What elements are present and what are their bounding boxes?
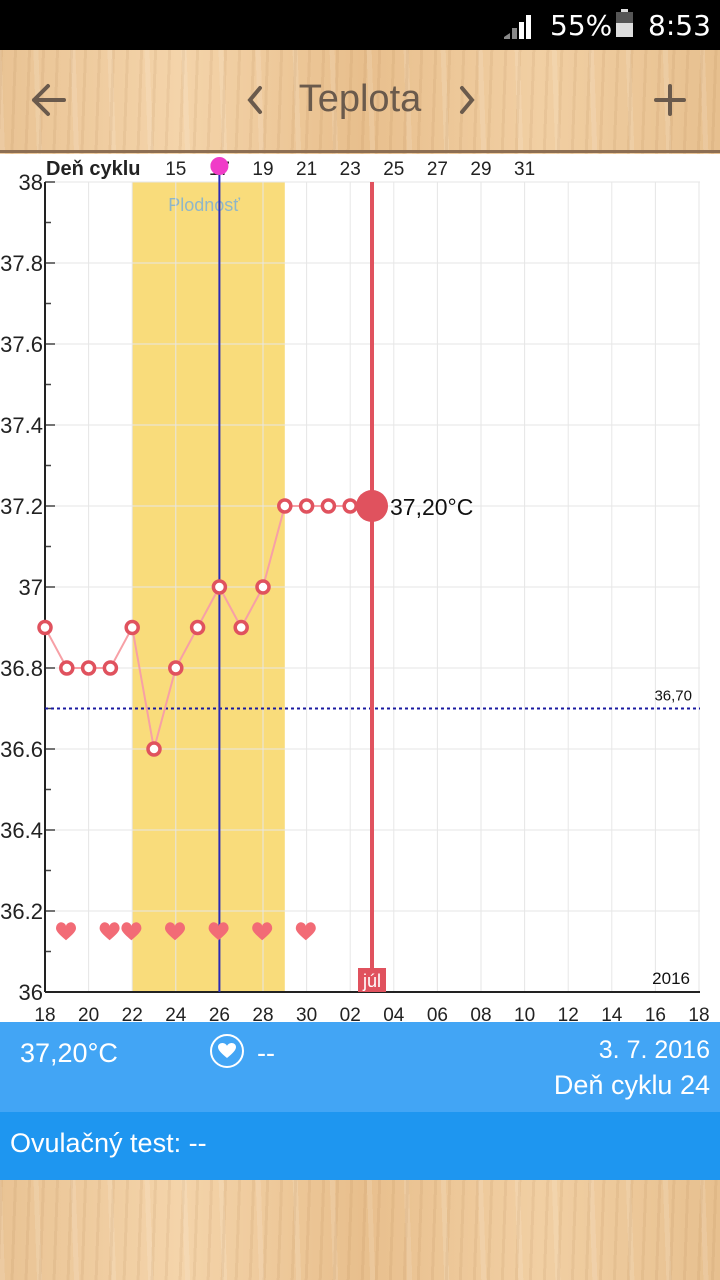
selected-date: 3. 7. 2016 bbox=[598, 1036, 710, 1064]
y-tick-label: 37.2 bbox=[0, 494, 43, 519]
x-tick-label: 02 bbox=[340, 1005, 361, 1022]
year-label: 2016 bbox=[652, 969, 690, 988]
data-point bbox=[320, 498, 337, 514]
y-tick-label: 38 bbox=[19, 170, 43, 195]
ovulation-marker bbox=[210, 157, 229, 175]
cycle-tick-label: 15 bbox=[165, 159, 186, 180]
heart-icon bbox=[218, 1043, 236, 1058]
cycle-tick-label: 23 bbox=[340, 159, 361, 180]
x-tick-label: 14 bbox=[601, 1005, 623, 1022]
month-label-box bbox=[358, 968, 386, 992]
x-tick-label: 16 bbox=[645, 1005, 666, 1022]
y-tick-label: 37.6 bbox=[0, 332, 43, 357]
x-tick-label: 20 bbox=[78, 1005, 99, 1022]
cycle-tick-label: 19 bbox=[252, 159, 273, 180]
intercourse-heart bbox=[165, 922, 185, 941]
y-tick-label: 37.4 bbox=[0, 413, 43, 438]
next-chevron-icon[interactable] bbox=[452, 82, 482, 118]
cycle-tick-label: 29 bbox=[470, 159, 491, 180]
intercourse-heart bbox=[295, 922, 316, 941]
intercourse-heart bbox=[121, 922, 142, 941]
x-tick-label: 30 bbox=[296, 1005, 317, 1022]
app-bar: Teplota bbox=[0, 50, 720, 154]
cycle-tick-label: 21 bbox=[296, 159, 317, 180]
selected-temperature: 37,20°C bbox=[20, 1038, 118, 1068]
data-point bbox=[146, 741, 162, 757]
data-point bbox=[102, 660, 119, 676]
app-bar-divider bbox=[0, 150, 720, 153]
signal-icon bbox=[504, 15, 531, 39]
x-tick-label: 26 bbox=[209, 1005, 230, 1022]
selected-data-point bbox=[356, 490, 388, 522]
fertility-label: Plodnosť bbox=[168, 195, 240, 215]
selected-value-label: 37,20°C bbox=[390, 494, 473, 520]
x-tick-label: 28 bbox=[252, 1005, 273, 1022]
temperature-line bbox=[44, 505, 372, 750]
x-tick-label: 18 bbox=[34, 1005, 55, 1022]
previous-chevron-icon[interactable] bbox=[240, 82, 270, 118]
y-tick-label: 36.6 bbox=[0, 737, 43, 762]
data-point bbox=[277, 498, 293, 514]
x-tick-label: 18 bbox=[688, 1005, 709, 1022]
data-point bbox=[168, 660, 184, 676]
battery-icon bbox=[616, 9, 633, 37]
y-tick-label: 36.8 bbox=[0, 656, 43, 681]
y-tick-label: 36.2 bbox=[0, 899, 43, 924]
add-icon[interactable] bbox=[646, 74, 694, 126]
cycle-tick-label: 31 bbox=[514, 159, 535, 180]
data-point bbox=[59, 660, 75, 676]
intercourse-value: -- bbox=[257, 1038, 275, 1068]
temperature-chart-svg[interactable]: Plodnosť 36 36.2 36.4 36.6 36.8 37 37.2 37.4 37.6… bbox=[0, 154, 720, 1022]
info-bar: 37,20°C -- 3. 7. 2016 Deň cyklu 24 bbox=[0, 1022, 720, 1112]
back-arrow-icon[interactable] bbox=[22, 74, 74, 126]
cycle-tick-label: 25 bbox=[383, 159, 404, 180]
data-point bbox=[189, 619, 206, 636]
coverline-label: 36,70 bbox=[654, 688, 692, 705]
y-tick-label: 36.4 bbox=[0, 818, 43, 843]
bottom-background bbox=[0, 1180, 720, 1280]
intercourse-heart bbox=[208, 922, 229, 941]
intercourse-heart bbox=[252, 922, 273, 941]
x-tick-label: 24 bbox=[165, 1005, 187, 1022]
page-title: Teplota bbox=[298, 78, 422, 120]
data-point bbox=[124, 619, 140, 636]
status-bar: 55% 8:53 bbox=[0, 0, 720, 50]
ovulation-test-bar[interactable]: Ovulačný test: -- bbox=[0, 1112, 720, 1180]
cycle-day: Deň cyklu 24 bbox=[553, 1070, 710, 1100]
y-tick-label: 36 bbox=[19, 980, 43, 1005]
intercourse-heart bbox=[99, 922, 120, 941]
intercourse-button[interactable] bbox=[210, 1034, 244, 1068]
x-tick-label: 06 bbox=[427, 1005, 448, 1022]
x-tick-label: 04 bbox=[383, 1005, 405, 1022]
x-tick-label: 08 bbox=[470, 1005, 491, 1022]
data-point bbox=[233, 619, 249, 636]
y-tick-label: 37 bbox=[19, 575, 43, 600]
data-point bbox=[342, 498, 358, 514]
data-point bbox=[80, 660, 97, 676]
data-point bbox=[255, 579, 271, 595]
month-label: júl bbox=[362, 971, 381, 991]
battery-percent: 55% bbox=[550, 9, 613, 42]
y-tick-label: 37.8 bbox=[0, 251, 43, 276]
x-tick-label: 22 bbox=[122, 1005, 143, 1022]
cycle-tick-label: 27 bbox=[427, 159, 448, 180]
intercourse-heart bbox=[56, 922, 76, 941]
temperature-chart[interactable]: Plodnosť 36 36.2 36.4 36.6 36.8 37 37.2 37.4 37.6… bbox=[0, 154, 720, 1022]
cycle-axis-title: Deň cyklu bbox=[46, 158, 140, 180]
data-point bbox=[37, 619, 53, 636]
ovulation-test-label: Ovulačný test: -- bbox=[10, 1128, 207, 1158]
clock: 8:53 bbox=[648, 9, 711, 42]
data-point bbox=[298, 498, 315, 514]
x-tick-label: 12 bbox=[558, 1005, 579, 1022]
x-tick-label: 10 bbox=[514, 1005, 535, 1022]
data-point bbox=[211, 579, 228, 595]
